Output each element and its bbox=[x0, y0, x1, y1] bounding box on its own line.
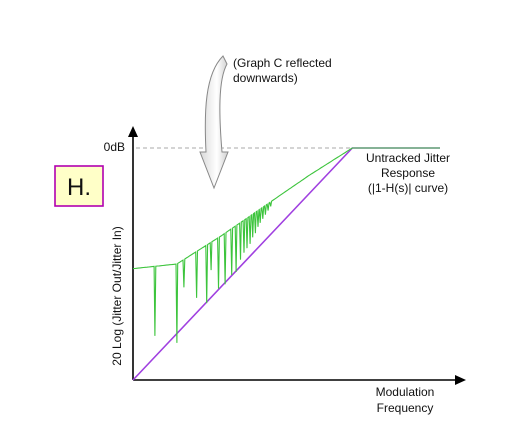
x-axis-label-line2: Frequency bbox=[377, 401, 434, 415]
y-reference-label: 0dB bbox=[104, 140, 125, 154]
curve-label-line1: Untracked Jitter bbox=[366, 151, 450, 165]
curve-label-line3: (|1-H(s)| curve) bbox=[368, 181, 448, 195]
reflection-arrow-icon bbox=[199, 55, 229, 190]
annotation-line1: (Graph C reflected bbox=[233, 56, 332, 70]
y-axis-arrowhead bbox=[128, 126, 138, 137]
x-axis-arrowhead bbox=[455, 375, 466, 385]
curve-label-line2: Response bbox=[381, 166, 435, 180]
annotation-line2: downwards) bbox=[233, 71, 298, 85]
measured-response-curve bbox=[132, 147, 440, 343]
x-axis-label-line1: Modulation bbox=[376, 385, 435, 399]
figure-label-badge bbox=[54, 165, 104, 207]
figure-label-text: H. bbox=[67, 174, 91, 201]
y-axis-label: 20 Log (Jitter Out/Jitter In) bbox=[110, 226, 124, 365]
